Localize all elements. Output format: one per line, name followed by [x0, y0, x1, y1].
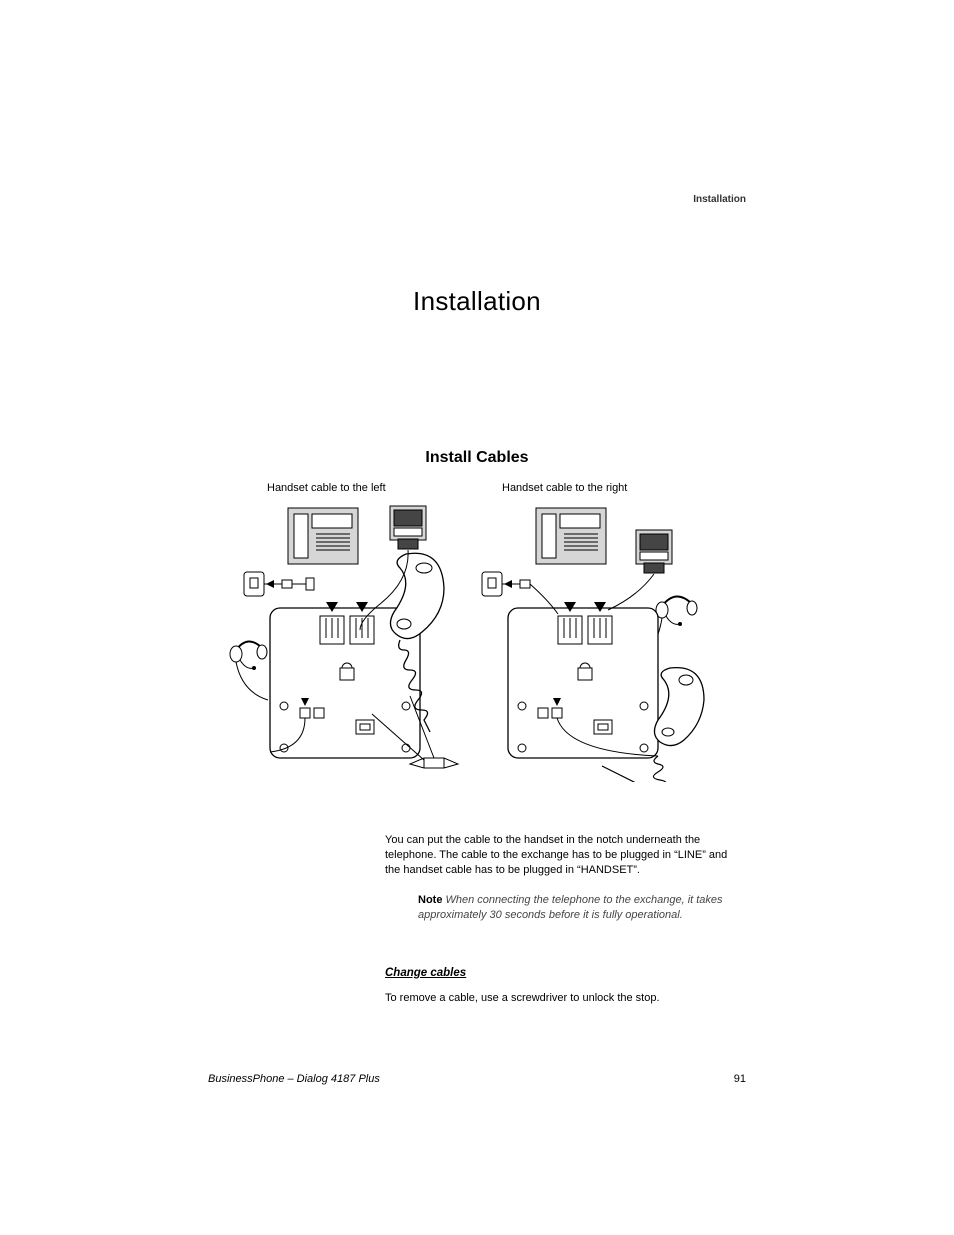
cable-diagram [210, 500, 710, 782]
diagram-label-left: Handset cable to the left [267, 482, 386, 494]
footer-page-number: 91 [734, 1073, 746, 1085]
diagram-left-group [230, 506, 458, 768]
page-title: Installation [0, 286, 954, 317]
section-heading: Install Cables [0, 449, 954, 467]
note-body: When connecting the telephone to the exc… [418, 894, 723, 921]
paragraph-change: To remove a cable, use a screwdriver to … [385, 991, 745, 1006]
note-block: Note When connecting the telephone to th… [418, 893, 738, 923]
subheading-change-cables: Change cables [385, 967, 466, 979]
footer-product: BusinessPhone – Dialog 4187 Plus [208, 1073, 380, 1085]
header-section-label: Installation [693, 194, 746, 205]
note-label: Note [418, 894, 442, 906]
diagram-label-right: Handset cable to the right [502, 482, 627, 494]
page: Installation Installation Install Cables… [0, 0, 954, 1235]
diagram-right-group [482, 508, 704, 782]
diagram-svg [210, 500, 710, 782]
paragraph-main: You can put the cable to the handset in … [385, 833, 745, 878]
